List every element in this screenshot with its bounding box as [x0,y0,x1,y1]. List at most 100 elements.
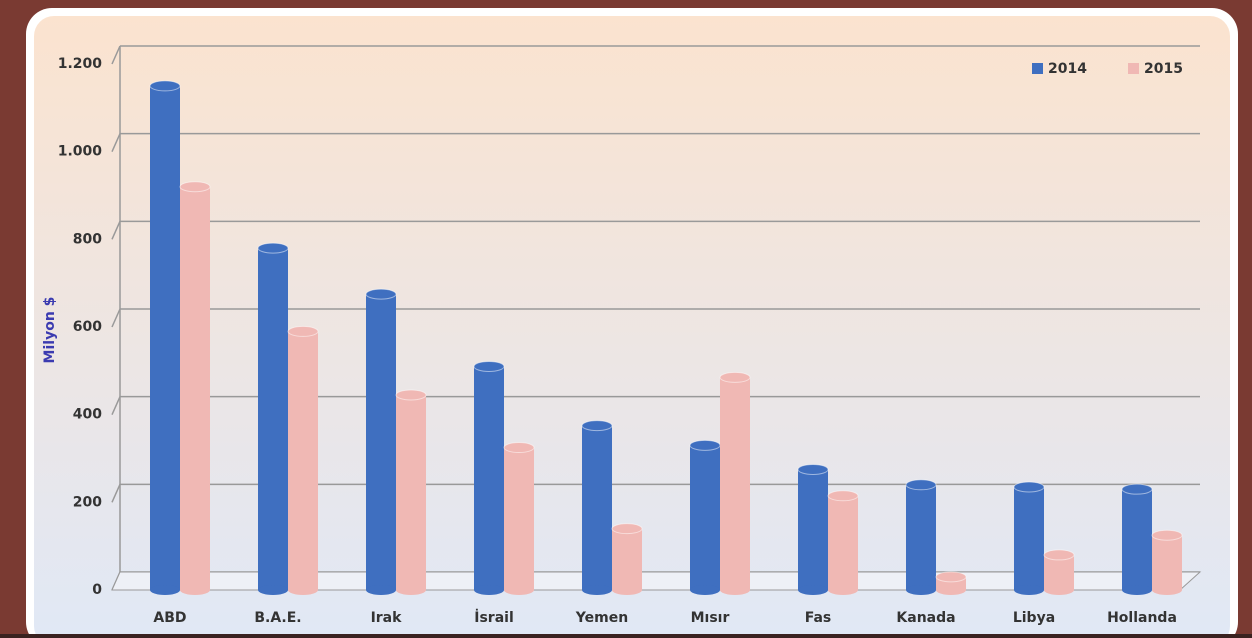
bar [1151,529,1183,595]
bar-body [798,469,828,590]
bar-base [582,585,612,595]
bar [503,442,535,595]
bar-top [689,439,721,451]
bar-base [150,585,180,595]
bar-body [258,248,288,590]
bar-body [1044,554,1074,590]
x-tick-label: İsrail [474,609,514,626]
y-tick-label: 200 [73,494,102,510]
bar-base [366,585,396,595]
bar-body [504,447,534,590]
bar [179,181,211,595]
y-tick-label: 1.000 [58,144,103,160]
x-tick-label: Irak [371,610,403,626]
bar [1121,483,1153,595]
legend-label: 2014 [1048,61,1087,77]
y-axis-label: Milyon $ [42,297,58,364]
bar-body [690,445,720,590]
bar-top [611,523,643,535]
bar [611,523,643,595]
bar-top [1121,483,1153,495]
bar-base [396,585,426,595]
bar-top [1013,481,1045,493]
bar-top [473,360,505,372]
bar [719,371,751,595]
x-tick-label: Libya [1013,610,1055,626]
legend-label: 2015 [1144,61,1183,77]
bar-top [1151,529,1183,541]
bar-base [798,585,828,595]
bar-top [149,80,181,92]
bar-top [395,389,427,401]
bar [905,479,937,595]
bar-base [1152,585,1182,595]
bar [287,325,319,595]
bar [365,288,397,595]
grid-tick [111,484,121,503]
bar [689,439,721,595]
bar-top [827,490,859,502]
x-tick-label: Hollanda [1107,610,1177,626]
bar [1013,481,1045,595]
bar [149,80,181,595]
bar-body [612,528,642,590]
bar-top [797,463,829,475]
x-tick-label: B.A.E. [254,610,301,626]
bar-top [503,442,535,454]
bar-body [720,377,750,590]
bar-body [582,425,612,590]
y-tick-label: 1.200 [58,56,103,72]
grid-tick [111,45,121,65]
bar-base [474,585,504,595]
bar-body [1014,486,1044,590]
bar-base [720,585,750,595]
bar-body [180,186,210,590]
bar-body [366,294,396,590]
grid-tick [111,308,121,328]
bar-top [257,242,289,254]
bar [1043,549,1075,595]
bar-top [1043,549,1075,561]
bar-body [906,484,936,590]
bar-top [719,371,751,383]
bar-body [474,366,504,590]
x-tick-label: Mısır [691,610,730,626]
x-tick-label: ABD [153,610,186,626]
bar [395,389,427,595]
bar [473,360,505,595]
bar-base [288,585,318,595]
x-tick-label: Kanada [896,610,955,626]
bar-body [828,495,858,590]
bar-top [287,325,319,337]
legend-swatch [1128,63,1139,74]
bar-top [179,181,211,193]
bar-base [612,585,642,595]
bar [797,463,829,595]
bar-base [1044,585,1074,595]
y-tick-label: 400 [73,407,102,423]
bar-base [504,585,534,595]
bar-body [396,394,426,590]
bar-base [828,585,858,595]
bar-base [258,585,288,595]
grid-tick [111,396,121,415]
bar-body [150,85,180,591]
bar-base [936,585,966,595]
bar-base [180,585,210,595]
bar-top [905,479,937,491]
x-tick-label: Yemen [575,610,628,626]
y-tick-label: 800 [73,231,102,247]
bar [935,571,967,595]
legend-swatch [1032,63,1043,74]
bar-top [581,420,613,432]
bar [827,490,859,595]
x-tick-label: Fas [805,610,832,626]
grid-tick [111,221,121,240]
bar-base [1014,585,1044,595]
grid-tick [111,133,121,152]
bar [257,242,289,595]
bar-top [365,288,397,300]
bar-body [288,331,318,590]
